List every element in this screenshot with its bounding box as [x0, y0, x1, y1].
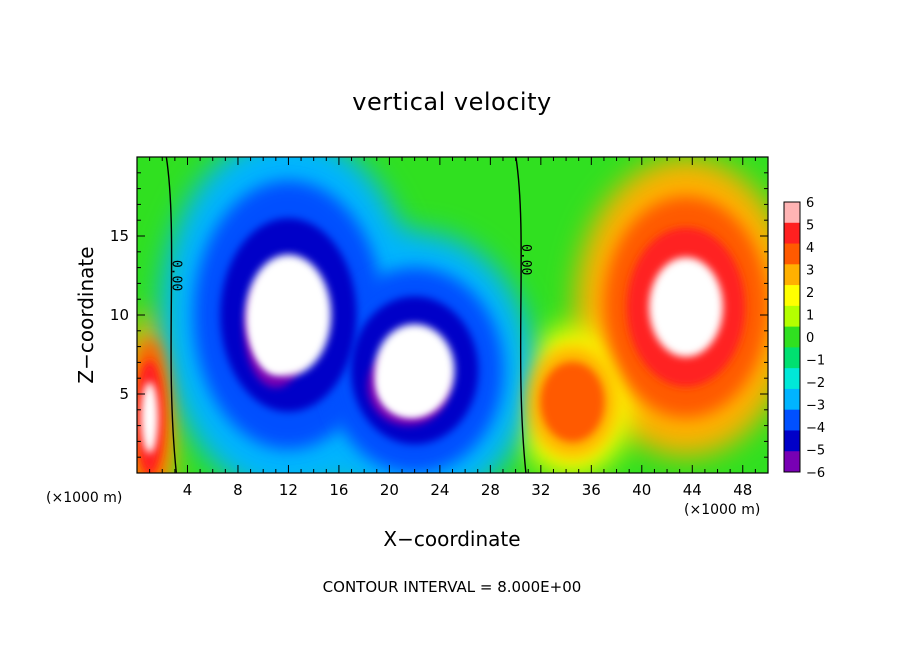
x-tick-label: 20 — [380, 481, 399, 499]
colorbar-swatch — [784, 264, 800, 286]
contour-lines: 0.00 0.00 — [165, 157, 533, 473]
contour-interval-note: CONTOUR INTERVAL = 8.000E+00 — [322, 578, 582, 596]
x-tick-label: 24 — [430, 481, 449, 499]
x-tick-label: 28 — [481, 481, 500, 499]
colorbar-label: −1 — [806, 354, 825, 369]
colorbar-swatch — [784, 305, 800, 328]
saturated-core-1 — [649, 257, 723, 357]
colorbar-swatch — [784, 430, 800, 452]
colorbar-label: 3 — [806, 264, 814, 279]
y-tick-label: 10 — [110, 306, 129, 324]
y-axis-ticks: 5 10 15 — [110, 156, 768, 474]
x-tick-label: 36 — [582, 481, 601, 499]
x-tick-label: 44 — [683, 481, 702, 499]
contour-label-0: 0.00 — [168, 260, 183, 291]
colorbar-label: −6 — [806, 466, 825, 481]
colorbar-frame — [783, 201, 801, 473]
colorbar-swatch — [784, 451, 800, 473]
colorbar-label: 2 — [806, 286, 814, 301]
colorbar-label: −2 — [806, 376, 825, 391]
x-tick-label: 4 — [183, 481, 193, 499]
colorbar-swatch — [784, 243, 800, 265]
colorbar-swatch — [784, 347, 800, 369]
colorbar-label: 1 — [806, 309, 814, 324]
colorbar-label: 4 — [806, 241, 814, 256]
colorbar-swatch — [784, 388, 800, 411]
colorbar-label: −3 — [806, 399, 825, 414]
saturated-core-5 — [251, 287, 301, 375]
colorbar: 6 5 4 3 2 1 0 −1 −2 −3 −4 −5 −6 — [783, 196, 825, 481]
colorbar-label: 5 — [806, 219, 814, 234]
colorbar-label: −4 — [806, 421, 825, 436]
x-unit-label-right: (×1000 m) — [684, 502, 761, 518]
colorbar-swatch — [784, 222, 800, 245]
zero-contour-line-1 — [515, 157, 527, 473]
saturated-core-6 — [377, 355, 440, 417]
heatmap-field — [137, 157, 768, 473]
colorbar-swatch — [784, 409, 800, 431]
colorbar-label: −5 — [806, 444, 825, 459]
field-region-2-layer-2 — [540, 362, 605, 442]
x-tick-label: 40 — [632, 481, 651, 499]
colorbar-swatch — [784, 368, 800, 390]
contour-label-1: 0.00 — [518, 244, 533, 275]
chart-title: vertical velocity — [352, 88, 552, 116]
colorbar-swatch — [784, 326, 800, 348]
x-tick-label: 48 — [733, 481, 752, 499]
x-tick-label: 8 — [233, 481, 243, 499]
x-axis-ticks: 4 8 12 16 20 24 28 32 36 40 44 48 — [136, 157, 769, 499]
x-tick-label: 16 — [329, 481, 348, 499]
zero-contour-line-0 — [165, 157, 178, 473]
x-tick-label: 32 — [531, 481, 550, 499]
x-tick-label: 12 — [279, 481, 298, 499]
x-unit-label-left: (×1000 m) — [46, 490, 123, 506]
colorbar-label: 0 — [806, 331, 814, 346]
y-tick-label: 5 — [119, 385, 129, 403]
colorbar-swatch — [784, 202, 800, 224]
saturated-core-0 — [141, 382, 159, 454]
y-tick-label: 15 — [110, 227, 129, 245]
colorbar-label: 6 — [806, 196, 814, 211]
colorbar-swatch — [784, 285, 800, 307]
x-axis-label: X−coordinate — [383, 527, 521, 551]
